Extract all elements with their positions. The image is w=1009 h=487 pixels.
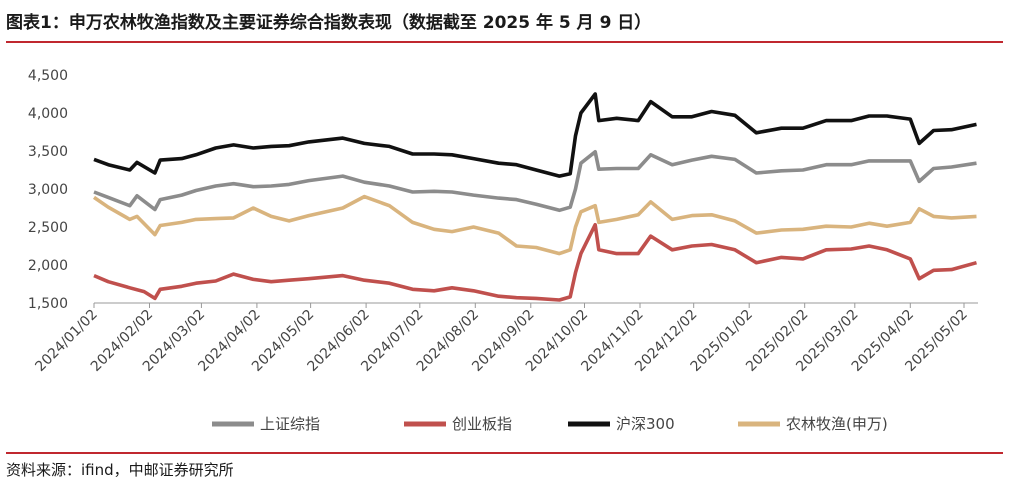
series-line-2 <box>93 92 977 178</box>
y-tick-label: 2,000 <box>28 258 68 274</box>
legend-label: 创业板指 <box>452 415 512 433</box>
y-tick-label: 1,500 <box>28 296 68 312</box>
series-line-1 <box>93 222 977 302</box>
source-note: 资料来源：ifind，中邮证券研究所 <box>6 461 234 479</box>
x-axis: 2024/01/022024/02/022024/03/022024/04/02… <box>32 302 978 375</box>
y-tick-label: 3,500 <box>28 144 68 160</box>
legend-label: 农林牧渔(申万) <box>786 415 888 433</box>
title-rule <box>6 41 1003 43</box>
legend-label: 上证综指 <box>260 415 320 433</box>
legend-label: 沪深300 <box>616 415 675 433</box>
source-rule <box>6 452 1003 454</box>
y-tick-label: 4,000 <box>28 106 68 122</box>
series-line-3 <box>92 194 977 256</box>
y-tick-label: 3,000 <box>28 182 68 198</box>
figure-title: 图表1：申万农林牧渔指数及主要证券综合指数表现（数据截至 2025 年 5 月 … <box>6 13 652 33</box>
series-layer <box>92 92 977 302</box>
legend: 上证综指 创业板指 沪深300 农林牧渔(申万) <box>212 415 888 433</box>
series-line-0 <box>93 150 977 213</box>
y-axis: 1,500 2,000 2,500 3,000 3,500 4,000 4,500 <box>28 68 68 312</box>
y-tick-label: 2,500 <box>28 220 68 236</box>
y-tick-label: 4,500 <box>28 68 68 84</box>
